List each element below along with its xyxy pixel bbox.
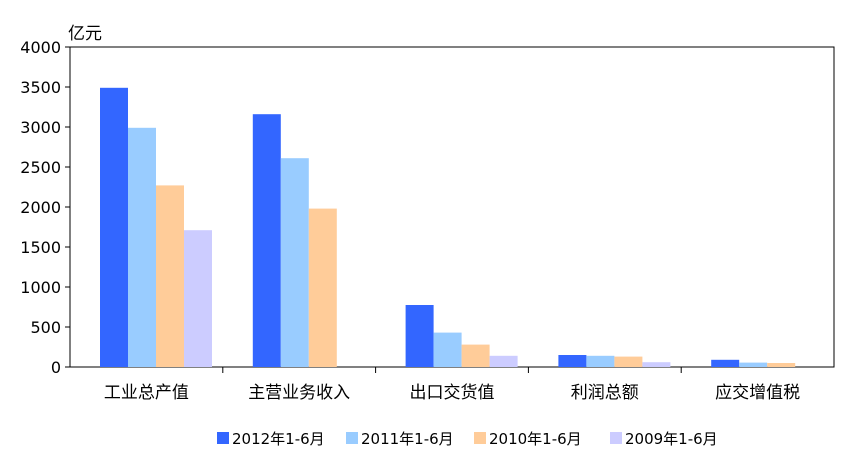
legend-label: 2011年1-6月 — [361, 430, 454, 448]
y-tick-label: 2000 — [20, 198, 61, 217]
y-tick-label: 500 — [30, 318, 61, 337]
bars — [100, 87, 796, 368]
bar — [308, 208, 337, 367]
y-tick-label: 1000 — [20, 278, 61, 297]
bar — [405, 305, 434, 367]
bar — [280, 158, 309, 367]
x-axis: 工业总产值 主营业务收入 出口交货值 利润总额 应交增值税 — [104, 367, 800, 403]
legend-label: 2010年1-6月 — [489, 430, 582, 448]
legend: 2012年1-6月 2011年1-6月 2010年1-6月 2009年1-6月 — [217, 430, 718, 448]
bar — [558, 355, 587, 367]
bar — [586, 355, 615, 367]
bar — [642, 362, 671, 367]
y-axis: 0 500 1000 1500 2000 2500 3000 3500 4000 — [20, 38, 70, 377]
legend-swatch — [474, 432, 486, 444]
bar — [489, 355, 518, 367]
y-tick-label: 1500 — [20, 238, 61, 257]
legend-swatch — [610, 432, 622, 444]
bar — [711, 359, 740, 367]
x-category-label: 工业总产值 — [104, 383, 189, 403]
x-category-label: 应交增值税 — [715, 383, 800, 403]
y-tick-label: 2500 — [20, 158, 61, 177]
y-axis-unit-label: 亿元 — [68, 24, 102, 44]
bar — [100, 87, 128, 368]
bar — [461, 344, 490, 367]
legend-label: 2009年1-6月 — [625, 430, 718, 448]
y-tick-label: 4000 — [20, 38, 61, 57]
bar — [739, 362, 768, 367]
legend-swatch — [217, 432, 229, 444]
bar — [156, 185, 184, 367]
bar — [614, 356, 643, 367]
y-tick-label: 3000 — [20, 118, 61, 137]
x-category-label: 利润总额 — [571, 383, 639, 403]
legend-swatch — [346, 432, 358, 444]
legend-label: 2012年1-6月 — [232, 430, 325, 448]
x-category-label: 出口交货值 — [410, 383, 495, 403]
bar — [184, 230, 212, 367]
bar — [252, 114, 281, 367]
bar — [128, 127, 156, 367]
bar — [433, 332, 462, 367]
y-tick-label: 3500 — [20, 78, 61, 97]
y-tick-label: 0 — [51, 358, 61, 377]
x-category-label: 主营业务收入 — [248, 383, 350, 403]
bar — [767, 363, 796, 367]
